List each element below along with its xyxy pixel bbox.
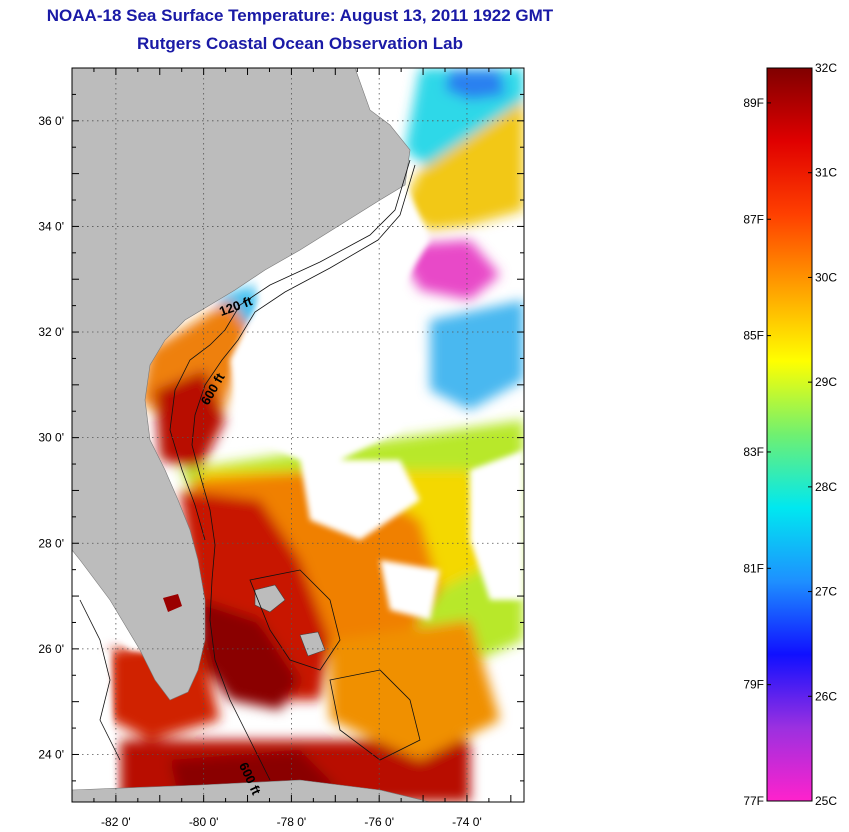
lon-tick-label: -78 0': [277, 815, 307, 829]
sst-region-red-coast: [155, 370, 225, 470]
map-frame: [71, 67, 525, 803]
map-subtitle: Rutgers Coastal Ocean Observation Lab: [137, 34, 463, 53]
contour-600ft: [191, 164, 416, 781]
colorbar-fahrenheit-label: 77F: [743, 794, 764, 808]
colorbar-fahrenheit-label: 87F: [743, 212, 764, 226]
sst-region-darkred-straits: [200, 600, 300, 710]
colorbar-labels: 32C 31C 30C 29C 28C 27C 26C 25C 89F 87F 85F 83F 81F 7…: [743, 61, 837, 808]
land-island: [299, 631, 326, 657]
lon-tick-label: -74 0': [452, 815, 482, 829]
lat-tick-label: 26 0': [38, 642, 64, 656]
sst-region-yellow-north: [400, 100, 524, 230]
land-cuba: [72, 779, 431, 802]
colorbar-celsius-label: 31C: [815, 166, 837, 180]
lon-tick-label: -82 0': [101, 815, 131, 829]
contour-bahamas-bank: [249, 569, 341, 671]
colorbar-fahrenheit-label: 83F: [743, 445, 764, 459]
sst-region-orange-bahamas: [330, 620, 500, 760]
axis-ticks: [72, 67, 524, 802]
colorbar-fahrenheit-label: 81F: [743, 561, 764, 575]
land-island: [254, 584, 286, 613]
colorbar-fahrenheit-label: 85F: [743, 329, 764, 343]
bathymetry-contours: [79, 159, 421, 781]
lake-okeechobee: [163, 594, 182, 612]
colorbar-celsius-label: 28C: [815, 480, 837, 494]
land-us-southeast: [72, 68, 411, 701]
graticule: [72, 68, 524, 802]
colorbar-celsius-label: 25C: [815, 794, 837, 808]
lat-tick-label: 36 0': [38, 114, 64, 128]
lon-tick-label: -76 0': [364, 815, 394, 829]
map-title: NOAA-18 Sea Surface Temperature: August …: [46, 6, 554, 25]
lat-tick-label: 30 0': [38, 431, 64, 445]
colorbar-celsius-label: 26C: [815, 689, 837, 703]
contour-120ft: [169, 159, 411, 541]
lat-tick-label: 32 0': [38, 325, 64, 339]
axis-labels: -82 0' -80 0' -78 0' -76 0' -74 0' 36 0' 34 0'…: [38, 114, 481, 829]
colorbar-celsius-label: 32C: [815, 61, 837, 75]
colorbar-celsius-label: 27C: [815, 585, 837, 599]
lat-tick-label: 28 0': [38, 536, 64, 550]
colorbar-fahrenheit-label: 79F: [743, 678, 764, 692]
sst-region-cyan-patch: [430, 300, 524, 410]
contour-gulf: [79, 599, 121, 761]
lat-tick-label: 34 0': [38, 219, 64, 233]
colorbar-celsius-label: 30C: [815, 270, 837, 284]
sst-field: [110, 68, 524, 802]
colorbar-celsius-label: 29C: [815, 375, 837, 389]
colorbar-fahrenheit-label: 89F: [743, 96, 764, 110]
contour-bahamas-bank: [329, 669, 421, 761]
lat-tick-label: 24 0': [38, 747, 64, 761]
lon-tick-label: -80 0': [189, 815, 219, 829]
colorbar: [766, 67, 813, 802]
sst-region-blue-north: [445, 70, 505, 100]
